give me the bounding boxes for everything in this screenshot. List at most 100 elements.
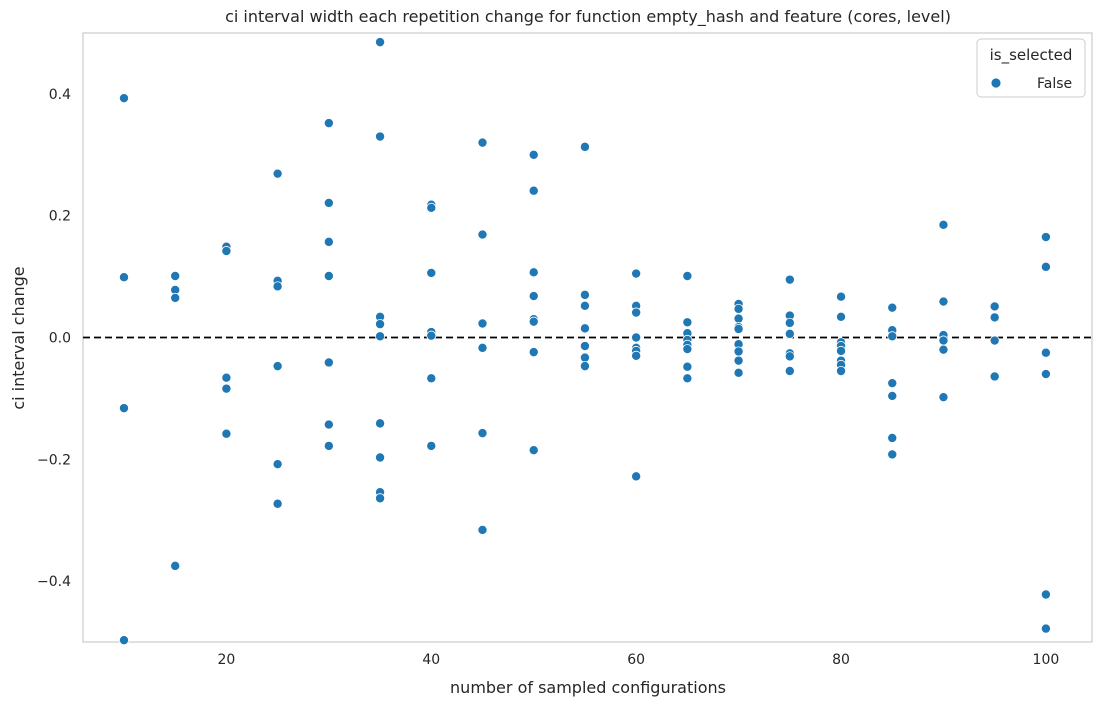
data-point [938, 392, 949, 403]
data-point [221, 246, 232, 257]
data-point [375, 131, 386, 142]
data-point [1040, 589, 1051, 600]
x-axis-label: number of sampled configurations [450, 678, 726, 697]
data-point [118, 403, 129, 414]
y-tick-label: −0.2 [37, 452, 71, 468]
data-point [579, 141, 590, 152]
data-point [682, 344, 693, 355]
data-point [323, 197, 334, 208]
data-point [375, 493, 386, 504]
data-point [887, 432, 898, 443]
data-point [477, 342, 488, 353]
data-point [887, 302, 898, 313]
data-point [528, 347, 539, 358]
data-point [579, 341, 590, 352]
data-point [323, 236, 334, 247]
legend: is_selected False [976, 38, 1086, 98]
data-point [272, 459, 283, 470]
data-point [733, 367, 744, 378]
data-point [528, 267, 539, 278]
data-point [375, 452, 386, 463]
legend-entry-false: False [1037, 76, 1072, 92]
data-point [579, 300, 590, 311]
data-point [887, 378, 898, 389]
data-point [938, 296, 949, 307]
data-point [1040, 232, 1051, 243]
data-point [784, 317, 795, 328]
data-point [682, 317, 693, 328]
data-point [118, 635, 129, 646]
data-point [272, 361, 283, 372]
y-tick-label: 0.0 [49, 331, 71, 347]
x-tick-label: 60 [627, 652, 645, 668]
data-point [784, 274, 795, 285]
data-point [426, 330, 437, 341]
data-point [733, 355, 744, 366]
data-point [733, 303, 744, 314]
data-point [477, 137, 488, 148]
data-point [631, 350, 642, 361]
data-point [170, 292, 181, 303]
x-tick-label: 40 [422, 652, 440, 668]
data-point [989, 335, 1000, 346]
data-point [528, 316, 539, 327]
data-point [426, 267, 437, 278]
data-point [221, 383, 232, 394]
data-point [323, 419, 334, 430]
data-point [528, 185, 539, 196]
x-tick-label: 20 [217, 652, 235, 668]
data-point [836, 291, 847, 302]
data-point [426, 373, 437, 384]
legend-title: is_selected [990, 46, 1073, 65]
data-point [631, 268, 642, 279]
data-point [221, 428, 232, 439]
data-point [887, 390, 898, 401]
data-point [221, 372, 232, 383]
data-point [170, 560, 181, 571]
data-point [1040, 347, 1051, 358]
data-point [836, 345, 847, 356]
y-tick-label: 0.2 [49, 209, 71, 225]
data-point [375, 319, 386, 330]
y-tick-label: 0.4 [49, 87, 71, 103]
data-point [989, 301, 1000, 312]
data-point [1040, 261, 1051, 272]
data-point [528, 445, 539, 456]
data-point [631, 307, 642, 318]
data-point [477, 229, 488, 240]
data-point [836, 311, 847, 322]
data-point [272, 168, 283, 179]
data-point [272, 281, 283, 292]
data-point [118, 93, 129, 104]
legend-marker-false [990, 77, 1002, 89]
legend-box [976, 38, 1086, 98]
data-point [784, 328, 795, 339]
data-point [733, 346, 744, 357]
data-point [579, 289, 590, 300]
data-point [887, 331, 898, 342]
data-point [733, 323, 744, 334]
y-axis-ticks: −0.4 −0.2 0.0 0.2 0.4 [37, 87, 71, 590]
data-point [426, 440, 437, 451]
data-point [272, 498, 283, 509]
data-point [784, 351, 795, 362]
data-point [477, 524, 488, 535]
data-point [375, 331, 386, 342]
x-tick-label: 80 [832, 652, 850, 668]
data-point [477, 428, 488, 439]
data-point [938, 344, 949, 355]
data-point [733, 313, 744, 324]
data-point [426, 202, 437, 213]
points-layer [118, 37, 1051, 646]
x-axis-ticks: 20 40 60 80 100 [217, 652, 1059, 668]
data-point [989, 312, 1000, 323]
data-point [579, 352, 590, 363]
data-point [323, 440, 334, 451]
y-axis-label: ci interval change [9, 266, 28, 409]
data-point [375, 418, 386, 429]
data-point [784, 365, 795, 376]
data-point [938, 219, 949, 230]
data-point [989, 371, 1000, 382]
data-point [170, 270, 181, 281]
data-point [887, 449, 898, 460]
